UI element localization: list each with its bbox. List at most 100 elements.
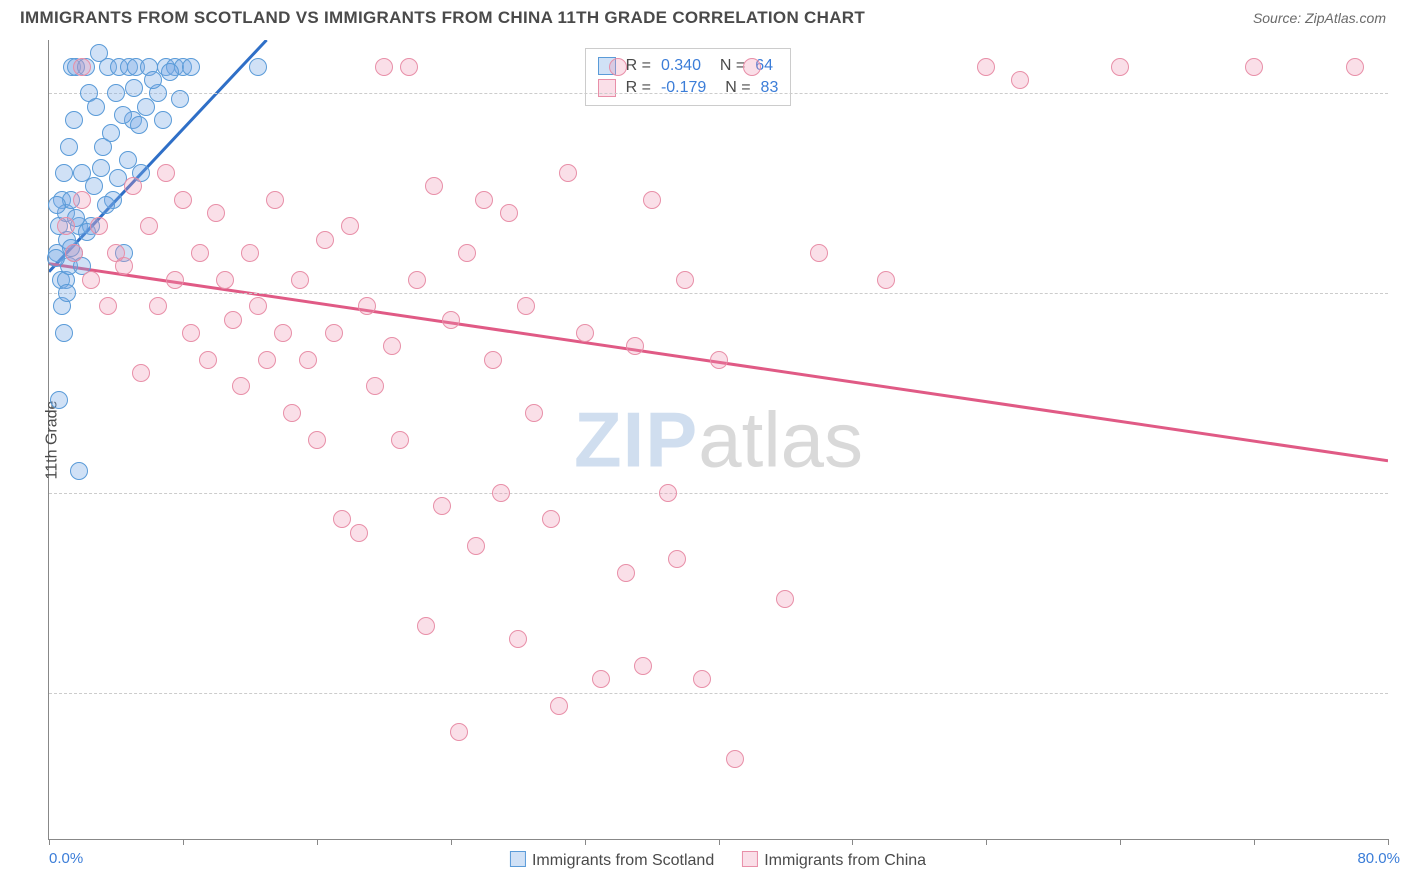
chart-title: IMMIGRANTS FROM SCOTLAND VS IMMIGRANTS F… [20,8,865,28]
data-point [48,196,66,214]
data-point [559,164,577,182]
stat-n-label: N = [716,79,750,97]
data-point [266,191,284,209]
data-point [55,164,73,182]
legend-swatch [510,851,526,867]
trend-lines [49,40,1388,839]
source-attribution: Source: ZipAtlas.com [1253,10,1386,26]
data-point [57,217,75,235]
data-point [114,106,132,124]
data-point [291,271,309,289]
data-point [274,324,292,342]
data-point [115,257,133,275]
data-point [1111,58,1129,76]
data-point [137,98,155,116]
gridline [49,293,1388,294]
data-point [383,337,401,355]
data-point [1346,58,1364,76]
data-point [668,550,686,568]
data-point [517,297,535,315]
data-point [375,58,393,76]
data-point [65,244,83,262]
x-tick [1388,839,1389,845]
data-point [693,670,711,688]
data-point [144,71,162,89]
data-point [776,590,794,608]
data-point [492,484,510,502]
data-point [442,311,460,329]
data-point [249,297,267,315]
data-point [130,116,148,134]
data-point [609,58,627,76]
x-tick [852,839,853,845]
y-axis-label-container: 11th Grade [43,400,61,479]
data-point [65,111,83,129]
data-point [408,271,426,289]
data-point [676,271,694,289]
stat-r-label: R = [626,57,651,75]
data-point [509,630,527,648]
series-legend: Immigrants from Scotland Immigrants from … [510,851,926,870]
gridline [49,93,1388,94]
data-point [576,324,594,342]
data-point [174,191,192,209]
data-point [55,324,73,342]
plot-region: ZIPatlas R = 0.340 N = 64R = -0.179 N = … [48,40,1388,840]
x-axis-min-label: 0.0% [49,850,83,867]
data-point [810,244,828,262]
data-point [97,196,115,214]
data-point [232,377,250,395]
data-point [634,657,652,675]
legend-item: Immigrants from Scotland [510,851,714,870]
data-point [157,164,175,182]
data-point [82,271,100,289]
data-point [877,271,895,289]
legend-swatch [742,851,758,867]
data-point [450,723,468,741]
data-point [626,337,644,355]
data-point [149,297,167,315]
x-axis-max-label: 80.0% [1357,850,1400,867]
watermark: ZIPatlas [574,394,863,485]
data-point [550,697,568,715]
data-point [182,324,200,342]
data-point [125,79,143,97]
data-point [119,151,137,169]
data-point [484,351,502,369]
data-point [299,351,317,369]
x-tick [1254,839,1255,845]
data-point [1011,71,1029,89]
data-point [102,124,120,142]
stats-legend: R = 0.340 N = 64R = -0.179 N = 83 [585,48,792,106]
data-point [977,58,995,76]
data-point [475,191,493,209]
data-point [207,204,225,222]
data-point [92,159,110,177]
data-point [199,351,217,369]
gridline [49,693,1388,694]
data-point [743,58,761,76]
stat-r-value: 0.340 [661,57,701,75]
data-point [90,217,108,235]
data-point [258,351,276,369]
chart-area: ZIPatlas R = 0.340 N = 64R = -0.179 N = … [48,40,1388,840]
x-tick [585,839,586,845]
x-tick [451,839,452,845]
legend-label: Immigrants from China [764,852,926,869]
data-point [182,58,200,76]
data-point [283,404,301,422]
data-point [525,404,543,422]
x-tick [719,839,720,845]
data-point [50,391,68,409]
data-point [216,271,234,289]
data-point [366,377,384,395]
data-point [341,217,359,235]
x-tick [317,839,318,845]
x-tick [49,839,50,845]
data-point [391,431,409,449]
stat-n-value: 83 [761,79,779,97]
data-point [417,617,435,635]
data-point [659,484,677,502]
data-point [140,217,158,235]
data-point [542,510,560,528]
